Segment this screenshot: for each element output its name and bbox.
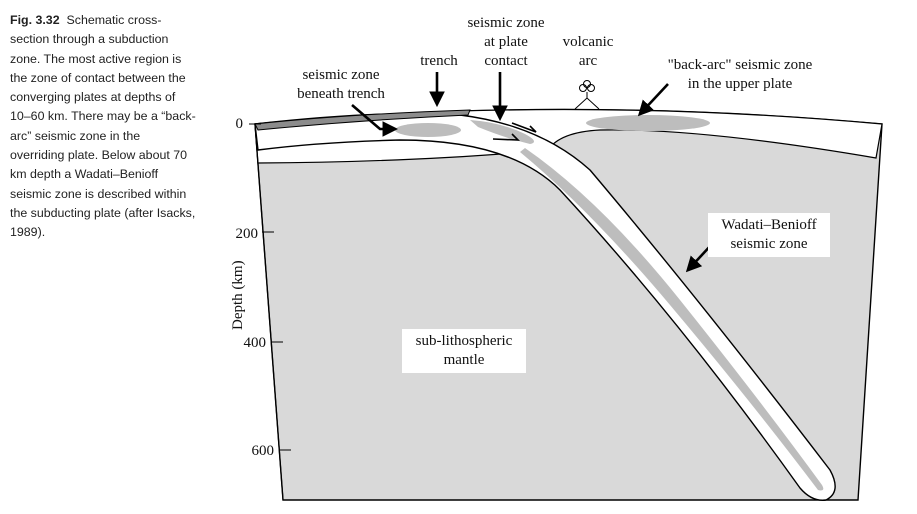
figure-caption: Fig. 3.32 Schematic cross-section throug…	[10, 11, 196, 243]
arrow-beneath-trench	[351, 104, 399, 137]
label-line: seismic zone	[302, 67, 380, 83]
label-line: in the upper plate	[687, 76, 793, 92]
back-arc-seismic-zone	[586, 115, 710, 131]
label-line: arc	[578, 53, 598, 69]
volcano-icon	[574, 80, 600, 110]
caption-text: Schematic cross-section through a subduc…	[10, 13, 196, 240]
label-trench: trench	[413, 52, 465, 71]
motion-arrow-upper	[511, 122, 537, 133]
seismic-zone-plate-contact	[470, 120, 534, 144]
label-seismic-beneath-trench: seismic zone beneath trench	[284, 66, 398, 104]
figure-number: Fig. 3.32	[10, 13, 60, 27]
label-back-arc: "back-arc" seismic zone in the upper pla…	[651, 56, 829, 94]
label-line: mantle	[443, 352, 485, 368]
label-line: beneath trench	[297, 86, 385, 102]
label-line: trench	[420, 53, 458, 69]
depth-tick-label-600: 600	[251, 443, 275, 459]
label-volcanic-arc: volcanic arc	[555, 33, 621, 71]
label-plate-contact: seismic zone at plate contact	[456, 14, 556, 71]
seismic-zone-beneath-trench	[395, 123, 461, 137]
depth-tick-label-0: 0	[235, 116, 244, 132]
label-line: seismic zone	[730, 236, 808, 252]
label-line: seismic zone	[467, 15, 545, 31]
label-mantle: sub-lithospheric mantle	[402, 329, 526, 373]
trench-sediment	[254, 109, 471, 131]
arrow-back-arc	[637, 83, 669, 117]
depth-axis	[249, 123, 291, 501]
label-wadati-benioff: Wadati–Benioff seismic zone	[708, 213, 830, 257]
wadati-benioff-seismic-zone	[520, 148, 824, 491]
depth-axis-title: Depth (km)	[230, 260, 246, 330]
label-line: "back-arc" seismic zone	[667, 57, 813, 73]
label-line: volcanic	[562, 34, 614, 50]
motion-arrow-lower	[492, 133, 521, 141]
label-line: sub-lithospheric	[415, 333, 513, 349]
depth-tick-label-400: 400	[243, 335, 267, 351]
depth-tick-label-200: 200	[235, 226, 259, 242]
label-line: Wadati–Benioff	[721, 217, 817, 233]
label-line: at plate	[484, 34, 528, 50]
subducting-slab	[254, 112, 836, 501]
label-line: contact	[484, 53, 528, 69]
